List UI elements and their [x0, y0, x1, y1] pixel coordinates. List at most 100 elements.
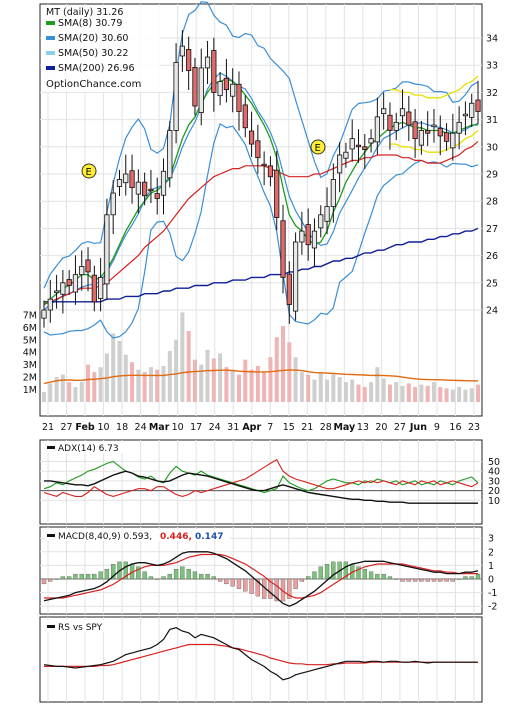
- x-axis-label: 17: [190, 422, 202, 433]
- x-axis-label: 28: [320, 422, 332, 433]
- macd-histogram-bar: [431, 578, 437, 582]
- macd-histogram-bar: [318, 566, 323, 580]
- macd-histogram-bar: [161, 576, 166, 580]
- volume-bar: [325, 379, 330, 402]
- candle-body: [236, 83, 242, 112]
- candle-body: [349, 138, 355, 150]
- rs-label-bg: [45, 620, 105, 632]
- macd-histogram-bar: [205, 573, 210, 580]
- volume-bar: [425, 385, 430, 402]
- candle-body: [374, 116, 380, 143]
- volume-bar: [312, 379, 317, 402]
- candle-body: [60, 282, 66, 295]
- volume-bar: [281, 326, 286, 402]
- volume-bar: [174, 339, 179, 402]
- macd-histogram-bar: [293, 578, 298, 589]
- macd-axis-label: 1: [488, 561, 494, 572]
- x-axis-label: 24: [209, 422, 221, 433]
- candle-body: [255, 140, 261, 159]
- macd-axis-label: -2: [488, 602, 497, 613]
- candle-body: [186, 49, 192, 72]
- price-axis-label: 24: [486, 306, 498, 317]
- candle-body: [248, 130, 255, 145]
- candle-body: [110, 192, 116, 216]
- macd-histogram-bar: [192, 571, 198, 580]
- candle-body: [280, 220, 286, 278]
- earnings-label: E: [86, 167, 92, 178]
- candle-body: [47, 298, 53, 311]
- legend-sma20: SMA(20) 30.60: [58, 33, 128, 44]
- candle-body: [123, 173, 129, 184]
- volume-bar: [117, 340, 122, 402]
- candle-body: [355, 144, 362, 148]
- x-axis-label: 31: [227, 422, 239, 433]
- earnings-label: E: [315, 143, 321, 154]
- macd-histogram-bar: [362, 569, 367, 580]
- candle-body: [154, 193, 160, 199]
- macd-histogram-bar: [54, 578, 59, 580]
- volume-bar: [79, 382, 84, 402]
- candle-body: [53, 290, 60, 293]
- macd-histogram-bar: [123, 561, 128, 580]
- volume-bar: [73, 387, 78, 402]
- volume-bar: [343, 382, 348, 402]
- volume-bar: [148, 367, 153, 402]
- volume-bar: [186, 331, 191, 402]
- macd-histogram-bar: [387, 576, 393, 580]
- volume-bar: [463, 389, 468, 402]
- price-axis-label: 33: [486, 61, 498, 72]
- volume-bar: [54, 377, 59, 402]
- candle-body: [85, 259, 91, 273]
- adx-label-bg: [45, 441, 123, 453]
- macd-histogram-value: 0.147: [195, 532, 223, 542]
- volume-bar: [199, 364, 204, 402]
- volume-bar: [167, 350, 172, 402]
- macd-histogram-bar: [98, 571, 103, 580]
- adx-panel-frame: [39, 439, 483, 525]
- volume-bar: [48, 383, 53, 402]
- macd-histogram-bar: [274, 578, 279, 602]
- macd-histogram-bar: [406, 578, 411, 582]
- candle-body: [230, 83, 236, 97]
- candle-body: [274, 169, 280, 218]
- macd-histogram-bar: [381, 573, 386, 580]
- candles: [41, 30, 481, 328]
- bollinger-upper-band: [43, 1, 479, 289]
- macd-histogram-bar: [199, 573, 204, 580]
- macd-histogram-bar: [400, 578, 405, 582]
- watermark: OptionChance.com: [46, 79, 141, 90]
- price-axis-label: 25: [486, 278, 498, 289]
- macd-histogram-bar: [173, 569, 179, 580]
- volume-bar: [274, 337, 279, 402]
- macd-histogram-bar: [356, 566, 361, 580]
- axis-labels: 21 27 Feb 10 18 24 Mar 10 17 24 31 Apr 7 15 21 28 May 13 2…: [23, 34, 500, 613]
- adx-line: [44, 470, 478, 504]
- volume-bar: [469, 388, 474, 402]
- volume-axis-label: 1M: [23, 385, 37, 396]
- adx-axis-label: 30: [488, 476, 500, 487]
- plus-di-line: [43, 460, 479, 494]
- volume-axis-label: 5M: [23, 335, 37, 346]
- price-axis-label: 28: [486, 197, 498, 208]
- macd-histogram-bar: [60, 576, 66, 580]
- macd-histogram-bar: [73, 573, 78, 580]
- legend-background: [42, 6, 160, 92]
- candle-body: [330, 179, 336, 208]
- sma8-line: [43, 78, 478, 306]
- candle-body: [286, 273, 292, 305]
- volume-axis-label: 7M: [23, 310, 37, 321]
- macd-histogram-bar: [450, 578, 455, 582]
- sma50-line: [43, 140, 479, 306]
- legend-swatch-sma200: [46, 66, 55, 70]
- macd-label-bg: [45, 529, 230, 541]
- candle-body: [104, 214, 110, 285]
- envelope-upper-line: [389, 75, 479, 99]
- adx-axis-label: 10: [488, 496, 500, 507]
- candle-body: [462, 113, 469, 117]
- volume-bar: [67, 382, 72, 402]
- macd-histogram-bar: [211, 576, 216, 580]
- volume-bar: [42, 392, 46, 402]
- volume-bar: [299, 372, 304, 402]
- volume-bar: [98, 367, 103, 402]
- volume-bar: [86, 364, 91, 402]
